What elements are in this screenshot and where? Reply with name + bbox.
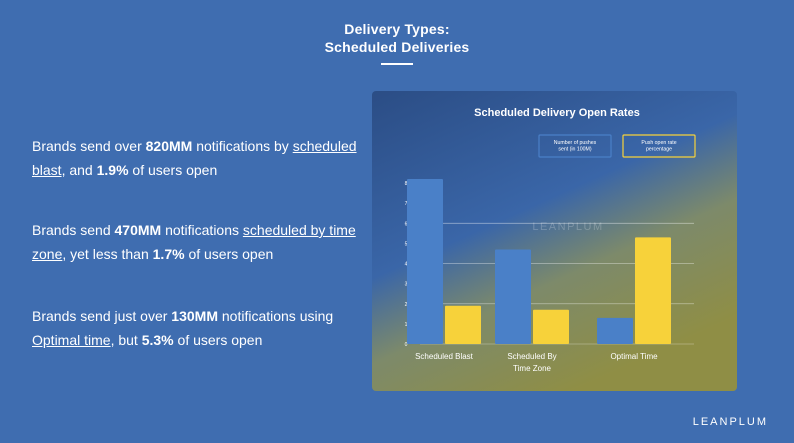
x-category-label: Optimal Time	[610, 352, 658, 361]
statement-time-zone: Brands send 470MM notifications schedule…	[32, 218, 362, 266]
y-tick-label: 3	[405, 282, 408, 288]
bar-pushes-sent	[407, 179, 443, 344]
bar-open-rate	[445, 305, 481, 344]
legend-label: Push open rate	[641, 140, 676, 146]
statement-text: , yet less than	[62, 246, 153, 262]
legend-label: percentage	[646, 147, 672, 153]
statement-highlight-rate: 5.3%	[141, 332, 174, 348]
chart-bars	[407, 179, 671, 344]
statement-text: of users open	[184, 246, 274, 262]
bar-pushes-sent	[495, 249, 531, 344]
legend-label: Number of pushes	[554, 140, 597, 146]
legend-box-open-rate	[622, 134, 696, 158]
x-category-label: Scheduled Blast	[415, 352, 474, 361]
bar-pushes-sent	[597, 317, 633, 344]
bar-open-rate	[533, 309, 569, 344]
statement-text: of users open	[173, 332, 263, 348]
y-tick-label: 4	[405, 262, 408, 268]
statement-scheduled-blast: Brands send over 820MM notifications by …	[32, 134, 362, 182]
statement-delivery-type-link[interactable]: Optimal time	[32, 332, 111, 348]
x-category-label: Time Zone	[513, 364, 551, 373]
statement-text: Brands send	[32, 222, 115, 238]
legend-box-pushes-sent	[538, 134, 612, 158]
statement-highlight-volume: 470MM	[114, 222, 162, 238]
statement-optimal-time: Brands send just over 130MM notification…	[32, 304, 362, 352]
statement-highlight-rate: 1.7%	[152, 246, 185, 262]
y-tick-label: 7	[405, 201, 408, 207]
statement-highlight-rate: 1.9%	[96, 162, 129, 178]
bar-open-rate	[635, 237, 671, 344]
y-tick-label: 5	[405, 241, 408, 247]
statement-text: notifications by	[192, 138, 293, 154]
chart-title: Scheduled Delivery Open Rates	[474, 107, 640, 119]
statement-delivery-type-link[interactable]: scheduled blast	[32, 138, 357, 178]
statement-text: notifications using	[217, 308, 334, 324]
statement-text: of users open	[128, 162, 218, 178]
chart-card: Scheduled Delivery Open Rates LEANPLUM N…	[372, 91, 737, 391]
title-underline-rule	[381, 63, 413, 65]
statement-text: Brands send just over	[32, 308, 172, 324]
y-tick-label: 6	[405, 221, 408, 227]
chart-x-axis: Scheduled Blast Scheduled By Time Zone Opti…	[415, 352, 658, 373]
statement-highlight-volume: 130MM	[171, 308, 218, 324]
y-tick-label: 0	[405, 342, 408, 348]
x-category-label: Scheduled By	[507, 352, 556, 361]
brand-logo: LEANPLUM	[692, 416, 768, 428]
statement-delivery-type-link[interactable]: scheduled by time zone	[32, 222, 356, 262]
statement-text: , and	[61, 162, 97, 178]
statement-text: , but	[110, 332, 142, 348]
bar-chart: Scheduled Delivery Open Rates LEANPLUM N…	[372, 91, 737, 391]
chart-watermark: LEANPLUM	[532, 221, 603, 233]
y-tick-label: 8	[405, 181, 408, 187]
legend-label: sent (in 100M)	[558, 147, 591, 153]
statement-highlight-volume: 820MM	[145, 138, 193, 154]
y-tick-label: 1	[405, 322, 408, 328]
page-title-line-2: Scheduled Deliveries	[324, 39, 470, 55]
statement-text: notifications	[161, 222, 243, 238]
y-tick-label: 2	[405, 302, 408, 308]
page-title-line-1: Delivery Types:	[344, 21, 450, 37]
page-header: Delivery Types: Scheduled Deliveries	[0, 20, 794, 65]
statement-text: Brands send over	[32, 138, 146, 154]
chart-y-axis: 0 1 2 3 4 5 6 7 8	[405, 181, 408, 348]
